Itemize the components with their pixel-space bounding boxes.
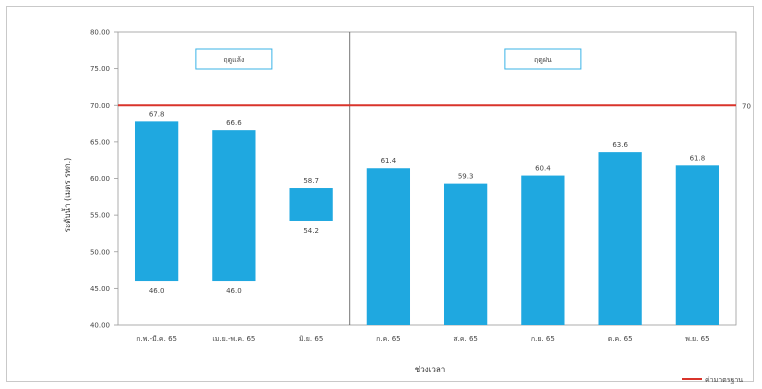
- y-axis-title: ระดับน้ำ (เมตร รทก.): [61, 158, 72, 233]
- bar-high-label: 67.8: [149, 110, 165, 118]
- group-label: ฤดูแล้ง: [223, 56, 244, 64]
- bar: [598, 152, 642, 325]
- x-category-label: พ.ย. 65: [685, 335, 709, 343]
- bar-high-label: 59.3: [458, 173, 474, 181]
- y-tick-label: 40.00: [90, 322, 110, 330]
- bar-high-label: 63.6: [612, 141, 628, 149]
- bar-low-label: 46.0: [149, 287, 165, 295]
- group-label-box: [504, 48, 582, 70]
- y-tick-label: 80.00: [90, 29, 110, 37]
- x-category-label: เม.ย.-พ.ค. 65: [212, 335, 255, 343]
- x-axis-title: ช่วงเวลา: [415, 365, 445, 374]
- y-tick-label: 70.00: [90, 102, 110, 110]
- group-label-box: [195, 48, 273, 70]
- y-tick-label: 65.00: [90, 138, 110, 146]
- bar: [675, 165, 720, 325]
- bar-high-label: 60.4: [535, 165, 551, 173]
- y-tick-label: 55.00: [90, 212, 110, 220]
- legend-label: ค่ามาตรฐาน: [705, 376, 743, 384]
- bar-high-label: 66.6: [226, 119, 242, 127]
- plot-border: [117, 31, 737, 326]
- reference-line-label: 70: [742, 102, 751, 110]
- bar: [289, 188, 333, 221]
- group-label: ฤดูฝน: [534, 56, 552, 64]
- bar-high-label: 61.8: [690, 154, 706, 162]
- x-category-label: ส.ค. 65: [453, 335, 478, 343]
- bar-high-label: 61.4: [381, 157, 397, 165]
- x-category-label: ต.ค. 65: [608, 335, 633, 343]
- x-category-label: มิ.ย. 65: [299, 335, 323, 343]
- bar-high-label: 58.7: [303, 177, 319, 185]
- x-category-label: ก.ย. 65: [531, 335, 555, 343]
- y-tick-label: 75.00: [90, 65, 110, 73]
- plot-area: 80.00 75.00 70.00 65.00 60.00 55.00 50.00 45.00…: [90, 29, 751, 385]
- y-tick-label: 45.00: [90, 285, 110, 293]
- bar: [212, 130, 256, 282]
- bar: [521, 175, 565, 325]
- bar: [366, 168, 411, 325]
- bar-low-label: 46.0: [226, 287, 242, 295]
- bar: [134, 121, 179, 282]
- x-category-label: ก.พ.-มี.ค. 65: [136, 335, 177, 343]
- y-tick-label: 50.00: [90, 248, 110, 256]
- bar-low-label: 54.2: [303, 227, 319, 235]
- x-category-label: ก.ค. 65: [376, 335, 401, 343]
- y-tick-label: 60.00: [90, 175, 110, 183]
- bar: [443, 183, 488, 325]
